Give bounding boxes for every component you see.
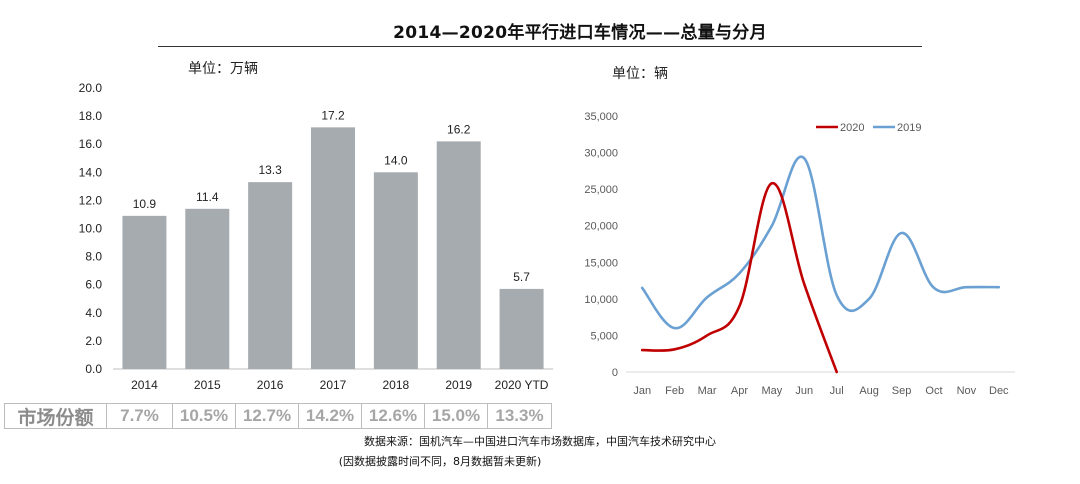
market-share-label: 市场份额	[4, 403, 107, 429]
bar-y-tick-label: 12.0	[79, 193, 103, 207]
line-y-tick-label: 0	[612, 367, 618, 379]
bar-2019	[436, 141, 481, 369]
bar-y-tick-label: 6.0	[85, 278, 102, 292]
line-x-tick-label: Mar	[698, 385, 717, 397]
line-y-tick-label: 20,000	[584, 221, 618, 233]
bar-y-tick-label: 2.0	[85, 334, 102, 348]
bar-2015	[185, 208, 230, 369]
page-title: 2014—2020年平行进口车情况——总量与分月	[393, 23, 767, 43]
bar-value-label: 16.2	[447, 122, 471, 136]
disclosure-note: (因数据披露时间不同，8月数据暂未更新)	[338, 455, 542, 468]
market-share-2018: 12.6%	[361, 403, 425, 429]
line-x-tick-label: Jul	[830, 385, 844, 397]
bar-x-tick-label: 2019	[445, 378, 472, 392]
bar-value-label: 14.0	[384, 153, 408, 167]
title-divider	[158, 46, 922, 47]
bar-x-tick-label: 2016	[257, 378, 284, 392]
line-x-tick-label: Feb	[665, 385, 684, 397]
bar-x-tick-label: 2015	[194, 378, 221, 392]
bar-value-label: 11.4	[196, 190, 219, 204]
bar-2017	[311, 127, 355, 369]
source-note: 数据来源：国机汽车—中国进口汽车市场数据库，中国汽车技术研究中心	[364, 435, 716, 448]
line-y-tick-label: 15,000	[584, 257, 618, 269]
series-2019-line	[640, 155, 1001, 330]
line-chart-unit-label: 单位：辆	[612, 66, 668, 82]
market-share-2014: 7.7%	[106, 403, 173, 429]
legend-2019-label: 2019	[897, 122, 921, 134]
bar-x-tick-label: 2018	[383, 378, 410, 392]
bar-y-tick-label: 8.0	[85, 250, 102, 264]
bar-x-tick-label: 2017	[320, 378, 347, 392]
line-x-tick-label: Jan	[633, 385, 651, 397]
line-y-tick-label: 25,000	[584, 184, 618, 196]
market-share-2020-ytd: 13.3%	[487, 403, 552, 429]
line-x-tick-label: May	[761, 385, 782, 397]
line-x-tick-label: Aug	[859, 385, 879, 397]
bar-y-tick-label: 16.0	[79, 137, 103, 151]
legend-2020-label: 2020	[840, 122, 864, 134]
line-x-tick-label: Dec	[989, 385, 1009, 397]
market-share-row: 市场份额 7.7% 10.5% 12.7% 14.2% 12.6% 15.0% …	[4, 403, 552, 429]
line-y-tick-label: 5,000	[590, 330, 618, 342]
bar-x-tick-label: 2014	[131, 378, 158, 392]
bar-chart: 0.0 2.0 4.0 6.0 8.0 10.0 12.0 14.0 16.0 18.0 20.0 1…	[79, 81, 553, 392]
line-x-tick-label: Sep	[892, 385, 912, 397]
market-share-2019: 15.0%	[424, 403, 488, 429]
bar-y-tick-label: 20.0	[79, 81, 103, 95]
line-x-tick-label: Apr	[731, 385, 748, 397]
market-share-2015: 10.5%	[172, 403, 236, 429]
bar-2016	[248, 182, 293, 369]
line-y-tick-label: 30,000	[584, 148, 618, 160]
line-chart: 0 5,000 10,000 15,000 20,000 25,000 30,000 35,0…	[584, 111, 1015, 397]
bar-value-label: 10.9	[133, 197, 157, 211]
line-x-tick-label: Jun	[795, 385, 813, 397]
bar-value-label: 13.3	[258, 163, 282, 177]
line-y-tick-label: 35,000	[584, 111, 618, 123]
line-x-tick-label: Nov	[957, 385, 977, 397]
line-y-tick-label: 10,000	[584, 294, 618, 306]
bar-y-tick-label: 18.0	[79, 109, 103, 123]
bar-2020-ytd	[499, 288, 544, 369]
line-x-tick-label: Oct	[925, 385, 942, 397]
bar-y-tick-label: 0.0	[85, 362, 102, 376]
bar-y-tick-label: 10.0	[79, 222, 103, 236]
market-share-2016: 12.7%	[235, 403, 299, 429]
bar-chart-unit-label: 单位：万辆	[188, 61, 258, 77]
bar-y-tick-label: 4.0	[85, 306, 102, 320]
bar-2018	[373, 172, 418, 369]
bar-value-label: 5.7	[513, 270, 530, 284]
series-2020-line	[640, 182, 839, 374]
bar-x-tick-label: 2020 YTD	[495, 378, 549, 392]
bar-y-tick-label: 14.0	[79, 165, 103, 179]
bar-value-label: 17.2	[321, 108, 345, 122]
bar-2014	[122, 215, 167, 369]
market-share-2017: 14.2%	[298, 403, 362, 429]
